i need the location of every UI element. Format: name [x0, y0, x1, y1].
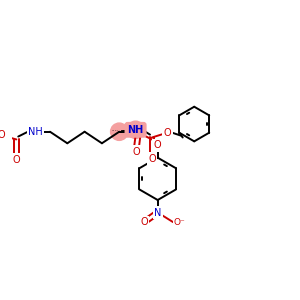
Text: O: O: [133, 147, 140, 157]
Text: O: O: [0, 130, 5, 140]
Text: O: O: [154, 140, 161, 150]
Text: NH: NH: [128, 125, 144, 135]
Circle shape: [127, 121, 144, 139]
Text: N: N: [154, 208, 161, 218]
Text: O: O: [140, 217, 148, 227]
Circle shape: [111, 123, 128, 140]
Text: O⁻: O⁻: [174, 218, 186, 226]
Text: NH: NH: [28, 127, 43, 137]
Text: ····: ····: [112, 128, 119, 133]
Text: O: O: [164, 128, 171, 138]
Text: O: O: [13, 154, 20, 165]
Text: O: O: [148, 154, 156, 164]
